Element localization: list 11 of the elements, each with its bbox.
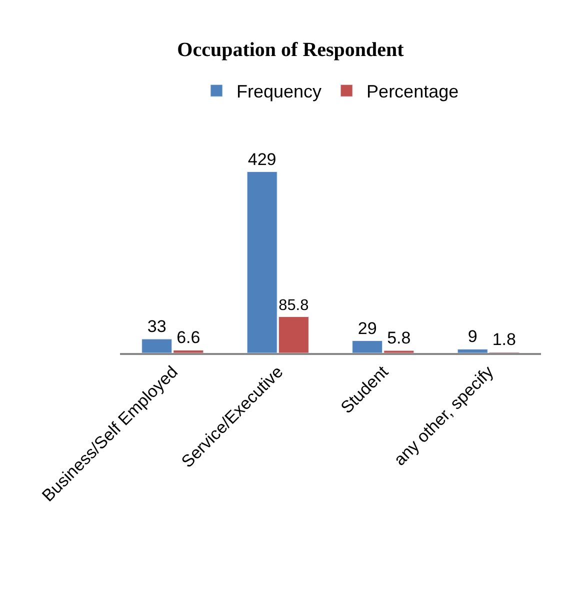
data-label: 9 (468, 327, 478, 346)
data-label: 29 (358, 318, 377, 338)
data-label: 429 (248, 150, 276, 169)
data-label: 1.8 (492, 330, 516, 350)
data-label: 33 (147, 317, 166, 336)
data-label: 5.8 (387, 328, 411, 348)
legend-label: Frequency (236, 82, 322, 102)
chart-title: Occupation of Respondent (177, 39, 404, 62)
data-label: 6.6 (176, 328, 200, 348)
data-label: 85.8 (278, 297, 309, 314)
legend-label: Percentage (366, 82, 459, 102)
